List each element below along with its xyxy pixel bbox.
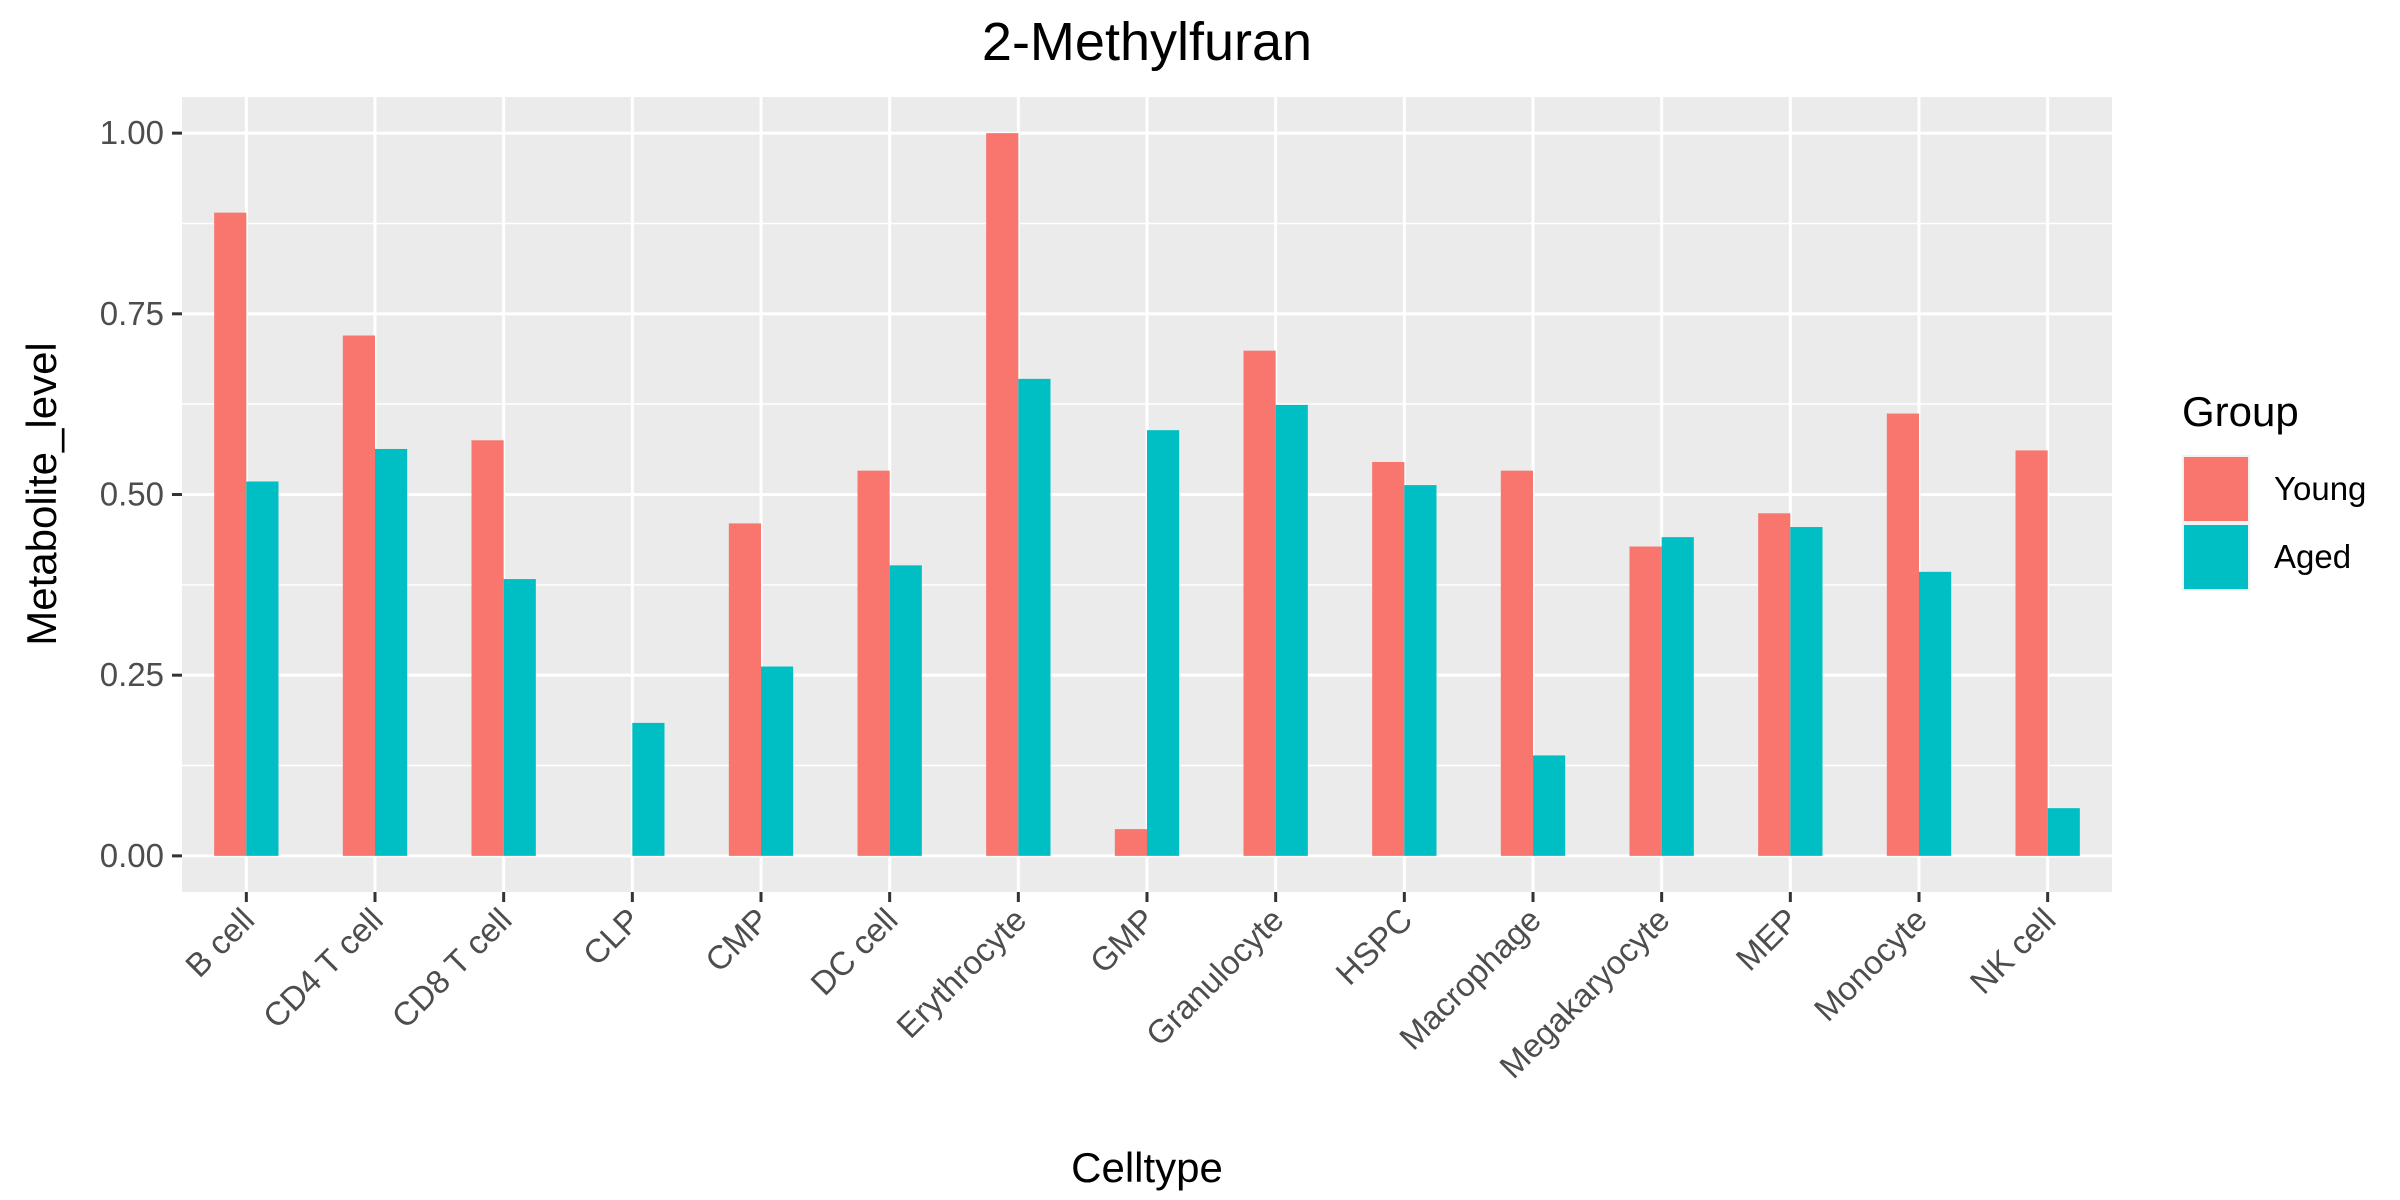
y-tick-label: 0.50 (100, 476, 164, 513)
y-tick-label: 1.00 (100, 114, 164, 151)
bar-aged-mep (1790, 527, 1823, 856)
legend: Group Young Aged (2182, 388, 2366, 591)
x-tick-label: DC cell (803, 901, 904, 1002)
y-tick-label: 0.25 (100, 656, 164, 693)
bar-aged-dc-cell (889, 565, 922, 856)
legend-key-young (2184, 457, 2248, 521)
y-tick-label: 0.00 (100, 837, 164, 874)
x-tick-label: MEP (1729, 901, 1806, 978)
y-tick-label: 0.75 (100, 295, 164, 332)
y-axis-title: Metabolite_level (18, 342, 65, 646)
bar-young-cd4-t-cell (342, 335, 375, 856)
bar-aged-nk-cell (2047, 808, 2080, 856)
x-tick-label: GMP (1083, 901, 1162, 980)
bar-young-cd8-t-cell (471, 440, 504, 856)
legend-key-aged (2184, 525, 2248, 589)
bar-aged-cd4-t-cell (375, 448, 408, 856)
x-tick-label: CD8 T cell (384, 901, 518, 1035)
bar-young-macrophage (1500, 470, 1533, 856)
x-tick-label: CD4 T cell (256, 901, 390, 1035)
chart-title: 2-Methylfuran (982, 12, 1312, 72)
x-tick-label: Monocyte (1807, 901, 1934, 1028)
x-tick-label: CLP (576, 901, 648, 973)
bar-young-granulocyte (1243, 350, 1276, 856)
bar-young-gmp (1114, 829, 1147, 856)
bar-aged-monocyte (1919, 571, 1952, 856)
bar-young-mep (1758, 513, 1791, 856)
x-tick-label: Granulocyte (1139, 901, 1291, 1053)
bar-young-dc-cell (857, 470, 890, 856)
x-tick-label: NK cell (1963, 901, 2063, 1001)
legend-title: Group (2182, 388, 2299, 435)
bar-aged-macrophage (1533, 755, 1566, 856)
x-tick-label: CMP (698, 901, 776, 979)
x-tick-label: Erythrocyte (889, 901, 1033, 1045)
bar-aged-cmp (761, 666, 794, 856)
bar-aged-clp (632, 722, 665, 856)
y-axis: 0.00 0.25 0.50 0.75 1.00 (100, 114, 182, 874)
bar-aged-hspc (1404, 485, 1437, 856)
bar-young-cmp (728, 523, 761, 856)
bar-young-b-cell (214, 212, 247, 856)
bar-aged-cd8-t-cell (503, 579, 536, 856)
x-tick-label: HSPC (1328, 901, 1419, 992)
x-axis-title: Celltype (1071, 1144, 1223, 1191)
legend-label-aged: Aged (2274, 538, 2351, 575)
bar-aged-b-cell (246, 481, 279, 856)
bar-aged-erythrocyte (1018, 378, 1051, 856)
bars (214, 133, 2080, 856)
bar-young-erythrocyte (986, 133, 1019, 856)
bar-aged-megakaryocyte (1661, 537, 1694, 856)
x-tick-label: B cell (178, 901, 261, 984)
bar-young-hspc (1372, 461, 1405, 856)
bar-aged-granulocyte (1275, 404, 1308, 856)
bar-young-monocyte (1886, 413, 1919, 856)
bar-aged-gmp (1147, 430, 1180, 856)
bar-young-nk-cell (2015, 450, 2048, 856)
bar-young-megakaryocyte (1629, 546, 1662, 856)
legend-label-young: Young (2274, 470, 2366, 507)
